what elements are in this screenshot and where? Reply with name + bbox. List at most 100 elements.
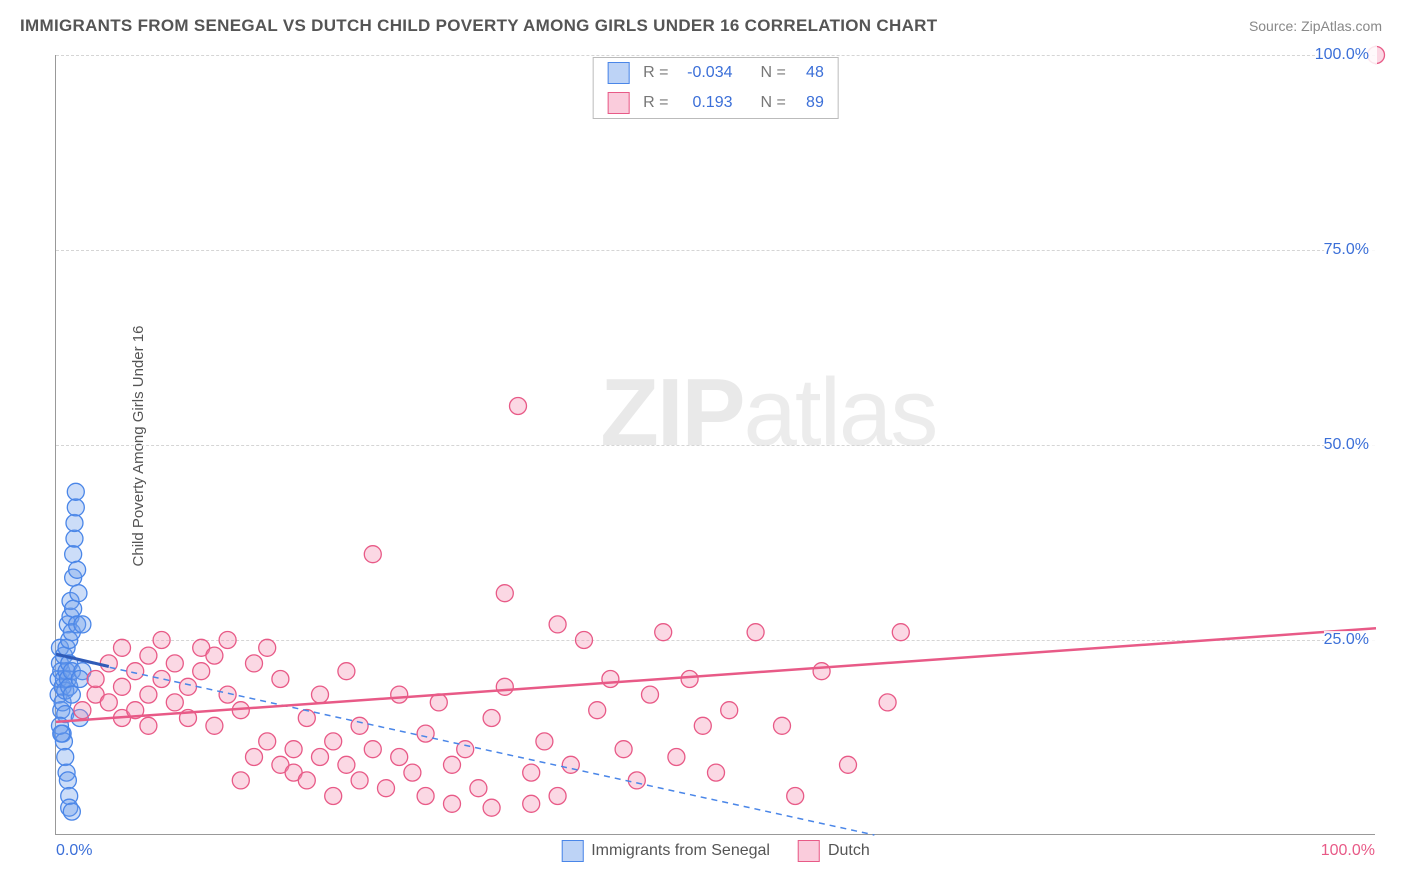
data-point-dutch [193,663,210,680]
data-point-senegal [63,803,80,820]
data-point-dutch [140,717,157,734]
data-point-dutch [655,624,672,641]
data-point-dutch [615,741,632,758]
data-point-dutch [87,671,104,688]
data-point-dutch [747,624,764,641]
data-point-dutch [140,686,157,703]
legend-r-value: 0.193 [679,94,733,112]
data-point-dutch [483,799,500,816]
data-point-dutch [325,733,342,750]
legend-n-label: N = [761,94,786,112]
data-point-dutch [694,717,711,734]
data-point-dutch [206,647,223,664]
legend-label: Dutch [828,842,870,860]
data-point-senegal [66,515,83,532]
data-point-dutch [483,710,500,727]
data-point-dutch [259,639,276,656]
data-point-dutch [114,639,131,656]
legend-swatch [561,840,583,862]
data-point-senegal [67,499,84,516]
trend-line [56,656,874,835]
legend-item-dutch: Dutch [798,840,870,862]
data-point-dutch [444,795,461,812]
data-point-dutch [510,398,527,415]
legend-label: Immigrants from Senegal [591,842,770,860]
legend-r-label: R = [643,64,668,82]
data-point-dutch [364,546,381,563]
source-value: ZipAtlas.com [1301,18,1382,34]
data-point-dutch [496,678,513,695]
data-point-dutch [589,702,606,719]
data-point-dutch [338,756,355,773]
legend-correlation: R = -0.034 N = 48R = 0.193 N = 89 [592,57,839,119]
data-point-dutch [127,663,144,680]
data-point-dutch [351,717,368,734]
trend-line [56,628,1376,722]
data-point-dutch [562,756,579,773]
data-point-dutch [259,733,276,750]
data-point-dutch [549,788,566,805]
y-tick-label: 25.0% [1324,631,1377,649]
data-point-dutch [879,694,896,711]
data-point-dutch [180,678,197,695]
y-tick-label: 50.0% [1324,436,1377,454]
scatter-plot-svg [56,55,1375,834]
data-point-dutch [246,655,263,672]
data-point-dutch [272,671,289,688]
data-point-dutch [285,741,302,758]
legend-r-value: -0.034 [679,64,733,82]
legend-n-value: 48 [796,64,824,82]
data-point-dutch [892,624,909,641]
legend-row-dutch: R =0.193N =89 [593,88,838,118]
data-point-dutch [232,772,249,789]
data-point-senegal [66,530,83,547]
data-point-dutch [364,741,381,758]
data-point-dutch [153,632,170,649]
data-point-dutch [721,702,738,719]
y-tick-label: 100.0% [1315,46,1377,64]
data-point-dutch [351,772,368,789]
data-point-dutch [417,788,434,805]
data-point-senegal [57,749,74,766]
data-point-dutch [219,632,236,649]
data-point-dutch [338,663,355,680]
data-point-dutch [430,694,447,711]
legend-n-value: 89 [796,94,824,112]
data-point-dutch [523,764,540,781]
data-point-dutch [391,749,408,766]
data-point-dutch [681,671,698,688]
x-tick-label: 0.0% [56,842,92,860]
data-point-senegal [59,772,76,789]
data-point-senegal [71,671,88,688]
data-point-dutch [602,671,619,688]
y-tick-label: 75.0% [1324,241,1377,259]
data-point-dutch [325,788,342,805]
data-point-dutch [114,678,131,695]
legend-row-senegal: R = -0.034 N = 48 [593,58,838,88]
data-point-dutch [153,671,170,688]
data-point-dutch [417,725,434,742]
data-point-dutch [470,780,487,797]
plot-area: ZIPatlas R =-0.034N =48R =0.193N =89 25.… [55,55,1375,835]
data-point-dutch [708,764,725,781]
data-point-dutch [312,686,329,703]
data-point-dutch [576,632,593,649]
data-point-senegal [53,725,70,742]
data-point-dutch [774,717,791,734]
data-point-dutch [787,788,804,805]
data-point-senegal [70,585,87,602]
data-point-dutch [496,585,513,602]
data-point-senegal [65,600,82,617]
data-point-dutch [840,756,857,773]
data-point-dutch [523,795,540,812]
legend-n-label: N = [761,64,786,82]
data-point-dutch [391,686,408,703]
data-point-dutch [444,756,461,773]
data-point-dutch [628,772,645,789]
data-point-dutch [378,780,395,797]
data-point-dutch [140,647,157,664]
data-point-dutch [246,749,263,766]
legend-swatch [607,62,629,84]
data-point-dutch [536,733,553,750]
data-point-dutch [549,616,566,633]
